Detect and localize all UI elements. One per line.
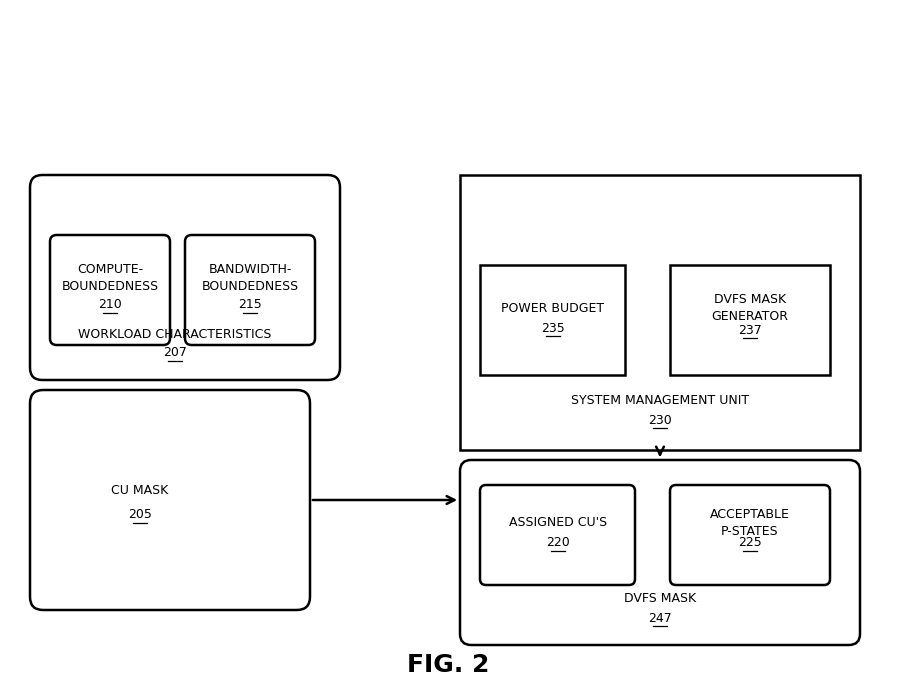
Bar <box>460 175 860 450</box>
Text: BANDWIDTH-
BOUNDEDNESS: BANDWIDTH- BOUNDEDNESS <box>202 263 299 293</box>
FancyBboxPatch shape <box>480 485 635 585</box>
Text: 230: 230 <box>649 414 672 427</box>
FancyBboxPatch shape <box>670 485 830 585</box>
FancyBboxPatch shape <box>30 175 340 380</box>
FancyBboxPatch shape <box>185 235 315 345</box>
FancyBboxPatch shape <box>50 235 170 345</box>
Text: FIG. 2: FIG. 2 <box>407 653 490 677</box>
FancyBboxPatch shape <box>30 390 310 610</box>
Text: 215: 215 <box>238 298 262 311</box>
Text: 205: 205 <box>128 509 152 521</box>
Text: SYSTEM MANAGEMENT UNIT: SYSTEM MANAGEMENT UNIT <box>570 393 749 407</box>
Text: ASSIGNED CU'S: ASSIGNED CU'S <box>509 516 607 530</box>
Text: WORKLOAD CHARACTERISTICS: WORKLOAD CHARACTERISTICS <box>78 329 272 341</box>
FancyBboxPatch shape <box>460 460 860 645</box>
Bar <box>480 265 625 375</box>
Text: POWER BUDGET: POWER BUDGET <box>501 302 605 315</box>
Text: 225: 225 <box>738 537 762 550</box>
Text: DVFS MASK
GENERATOR: DVFS MASK GENERATOR <box>711 293 788 323</box>
Text: 220: 220 <box>546 537 570 550</box>
Text: 237: 237 <box>738 323 762 336</box>
Text: 235: 235 <box>541 322 565 334</box>
Text: COMPUTE-
BOUNDEDNESS: COMPUTE- BOUNDEDNESS <box>61 263 159 293</box>
Text: ACCEPTABLE
P-STATES: ACCEPTABLE P-STATES <box>710 508 790 538</box>
Text: CU MASK: CU MASK <box>111 484 169 496</box>
Text: 207: 207 <box>163 347 187 359</box>
Text: 210: 210 <box>98 298 122 311</box>
Text: 247: 247 <box>649 612 672 625</box>
Text: DVFS MASK: DVFS MASK <box>624 591 696 605</box>
Bar <box>670 265 830 375</box>
